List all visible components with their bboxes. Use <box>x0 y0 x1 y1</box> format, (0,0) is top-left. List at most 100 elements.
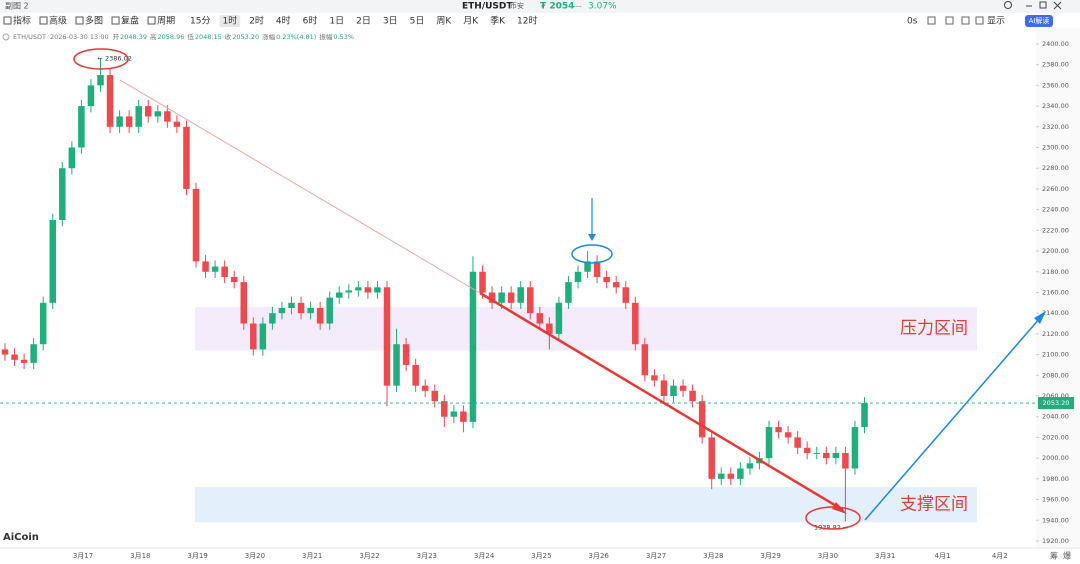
y-tick-label: 2220.00 <box>1042 226 1069 234</box>
ai-button[interactable] <box>1025 15 1053 27</box>
toolbar: 指标 高级 多图 复盘 周期 15分 1时 2时 4时 6时 1日 2日 3日 5日 周K 月K 季K 12时 0s… <box>3 15 1053 27</box>
candle-body <box>622 287 629 303</box>
search-icon[interactable] <box>1004 1 1012 9</box>
tool-icon[interactable] <box>945 16 954 25</box>
info-label: 收 <box>225 32 232 41</box>
last-price-box <box>1038 397 1074 410</box>
period[interactable]: 6时 <box>303 15 318 27</box>
period[interactable]: 1日 <box>329 16 344 27</box>
period[interactable]: 15分 <box>190 16 210 27</box>
maximize-icon[interactable] <box>1039 1 1047 9</box>
price: ₮ 2054 <box>540 2 574 12</box>
candle-body <box>651 375 658 381</box>
toolbar-right[interactable]: 显示 <box>987 16 1005 27</box>
period[interactable]: 12时 <box>517 15 537 27</box>
candle-body <box>221 266 228 277</box>
y-tick-label: 2020.00 <box>1042 433 1069 441</box>
period[interactable]: 2日 <box>356 16 371 27</box>
period[interactable]: 3日 <box>383 16 398 27</box>
tool[interactable]: 多图 <box>85 15 103 27</box>
y-tick-label: 2320.00 <box>1042 123 1069 131</box>
period[interactable]: 4时 <box>276 15 291 27</box>
period[interactable]: 周K <box>436 16 452 27</box>
tool-icon[interactable] <box>111 16 120 25</box>
dash: --- <box>573 2 582 11</box>
candle-body <box>603 276 610 283</box>
period[interactable]: 1时 <box>222 15 237 27</box>
y-tick-label: 2080.00 <box>1042 371 1069 379</box>
forecast-line <box>864 317 1041 521</box>
candle-body <box>135 106 142 127</box>
candle-body <box>106 75 114 127</box>
tool[interactable]: 周期 <box>157 16 175 27</box>
candle-body <box>823 452 830 459</box>
candle-body <box>775 427 782 433</box>
ai-button-label[interactable]: AI解读 <box>1029 16 1050 25</box>
tool-icon[interactable] <box>3 16 12 25</box>
x-tick-label: 3月17 <box>73 552 93 560</box>
tool-icon[interactable] <box>975 16 984 25</box>
tool-icon[interactable] <box>147 16 156 25</box>
candle-body <box>183 126 190 189</box>
x-tick-label: 3月23 <box>417 552 437 560</box>
info-label: 低 <box>187 32 194 41</box>
tool-icon[interactable] <box>927 16 936 25</box>
candle-body <box>527 287 534 314</box>
low-ellipse <box>805 506 861 530</box>
candle-body <box>842 452 849 469</box>
tool[interactable]: 指标 <box>13 15 31 27</box>
title-bar <box>0 0 1080 13</box>
info-value: 0.53% <box>333 33 354 41</box>
y-tick-label: 2160.00 <box>1042 288 1069 296</box>
zone-label: 压力区间 <box>900 319 968 339</box>
candle-body <box>679 385 687 391</box>
candle-body <box>355 287 362 291</box>
y-tick-label: 1980.00 <box>1042 475 1069 483</box>
period[interactable]: 5日 <box>410 16 425 27</box>
exchange: 币安 <box>510 1 524 10</box>
period[interactable]: 月K <box>463 16 479 27</box>
zone-label: 支撑区间 <box>900 495 968 515</box>
period[interactable]: 季K <box>490 15 506 27</box>
candle-body <box>746 463 754 469</box>
candle-body <box>78 106 85 148</box>
candle-body <box>803 447 811 453</box>
peak-ellipse <box>73 48 129 70</box>
y-tick-label: 2100.00 <box>1042 351 1069 359</box>
candle-body <box>421 385 429 391</box>
y-tick-label: 2120.00 <box>1042 330 1069 338</box>
candle-body <box>125 116 133 127</box>
candle-body <box>269 313 276 324</box>
candle-body <box>488 292 496 303</box>
y-tick-label: 2000.00 <box>1042 454 1069 462</box>
watermark: AiCoin <box>3 532 39 543</box>
candle-body <box>861 403 868 428</box>
highlight-ellipse <box>571 244 613 264</box>
y-axis-bg <box>1036 28 1080 548</box>
candle-body <box>737 468 744 479</box>
candle-body <box>116 116 123 127</box>
info-value: 2048.15 <box>195 33 222 41</box>
info-value: 2058.96 <box>157 33 184 41</box>
y-tick-label: 1920.00 <box>1042 537 1069 545</box>
candle-body <box>250 323 257 350</box>
tool[interactable]: 复盘 <box>121 15 139 27</box>
tool-icon[interactable] <box>39 16 48 25</box>
symbol: ETH/USDT <box>462 2 513 12</box>
toolbar-right[interactable]: 0s <box>907 17 918 27</box>
y-tick-label: 2360.00 <box>1042 81 1069 89</box>
tool-icon[interactable] <box>961 16 970 25</box>
candle-body <box>192 188 200 262</box>
candle-body <box>412 364 419 386</box>
y-tick-label: 2300.00 <box>1042 144 1069 152</box>
tool-icon[interactable] <box>75 16 84 25</box>
period[interactable]: 2时 <box>249 15 264 27</box>
info-label: ETH/USDT <box>13 33 46 41</box>
candle-body <box>402 344 410 365</box>
candle-body <box>59 168 66 220</box>
tool[interactable]: 高级 <box>49 15 67 27</box>
close-icon[interactable] <box>1053 1 1062 10</box>
candle-body <box>660 380 668 397</box>
candle-body <box>145 106 152 117</box>
